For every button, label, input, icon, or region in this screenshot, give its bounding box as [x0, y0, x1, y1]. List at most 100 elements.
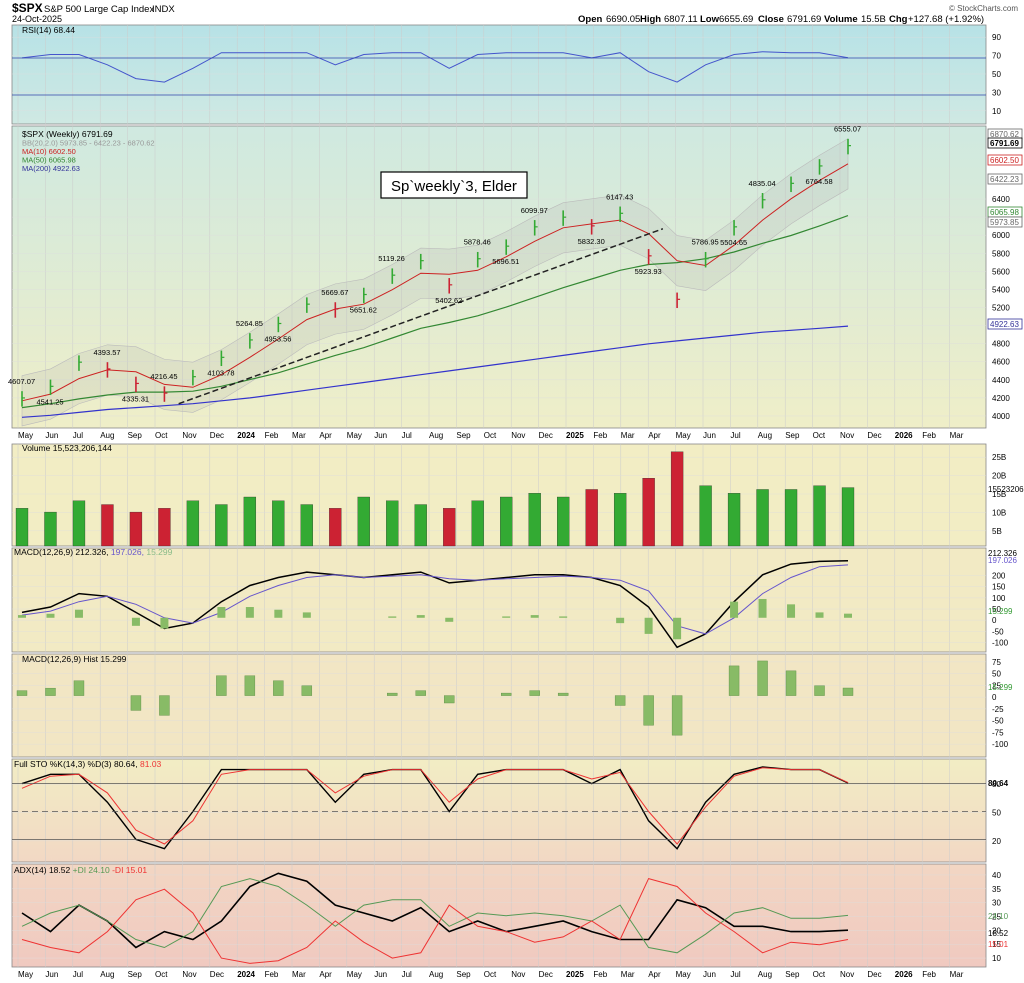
x-tick-label: Mar — [950, 970, 964, 979]
legend-entry: MA(200) 4922.63 — [22, 164, 80, 173]
x-tick-label: Dec — [539, 970, 553, 979]
adx-tick: 25 — [992, 913, 1001, 922]
macd-hist-bar — [388, 616, 397, 618]
hist-tick: -100 — [992, 740, 1009, 749]
macd-signal-line — [21, 564, 849, 635]
hist-bar — [814, 685, 825, 696]
price-tag: 6602.50 — [990, 156, 1019, 165]
macd-line — [21, 559, 849, 649]
x-tick-label: Aug — [100, 431, 114, 440]
x-tick-label: Jun — [45, 970, 58, 979]
index-name: S&P 500 Large Cap Index — [44, 4, 154, 15]
price-callout: 4953.56 — [264, 335, 291, 344]
x-tick-label: May — [18, 431, 33, 440]
hist-tick: 25 — [992, 681, 1001, 690]
price-tick: 4800 — [992, 340, 1010, 349]
hist-bar — [757, 660, 768, 696]
volume-bar — [272, 500, 285, 547]
price-callout: 6147.43 — [606, 192, 633, 201]
mdi-line — [21, 878, 849, 964]
volume-bar — [72, 500, 86, 547]
x-tick-label: Nov — [840, 431, 854, 440]
trendline — [178, 228, 664, 405]
rsi-tick: 90 — [992, 33, 1001, 42]
x-tick-label: Apr — [319, 970, 332, 979]
adx-label: ADX(14) 18.52 +DI 24.10 -DI 15.01 — [14, 865, 147, 875]
panel-sto — [11, 758, 987, 863]
hist-bar — [643, 695, 654, 726]
price-callout: 6764.58 — [806, 177, 833, 186]
chg-value: +127.68 (+1.92%) — [908, 14, 984, 25]
volume-bar — [699, 485, 712, 547]
volume-tick: 20B — [992, 472, 1006, 481]
macd-hist-bar — [616, 617, 625, 624]
macd-hist-bar — [217, 607, 226, 618]
adx-label-pdi: +DI 24.10 — [73, 865, 110, 875]
macd-tag: 15.299 — [988, 607, 1013, 616]
macd-tick: 50 — [992, 605, 1001, 614]
price-callout: 5696.51 — [492, 257, 519, 266]
volume-bar — [500, 496, 513, 547]
x-tick-label: Mar — [621, 970, 635, 979]
x-tick-label: Sep — [785, 970, 800, 979]
hist-bar — [273, 680, 284, 696]
volume-tick: 5B — [992, 527, 1002, 536]
x-tick-label: Feb — [593, 970, 607, 979]
x-tick-label: Apr — [319, 431, 332, 440]
volume-bar — [756, 489, 769, 547]
x-tick-label: 2025 — [566, 970, 584, 979]
hist-bar — [501, 692, 512, 696]
legend-entry: MA(10) 6602.50 — [22, 147, 76, 156]
volume-bar — [528, 493, 541, 547]
price-tag-box — [987, 216, 1023, 228]
x-tick-label: Apr — [648, 970, 661, 979]
sto-tick: 80 — [992, 780, 1001, 789]
legend-entry: MA(50) 6065.98 — [22, 156, 76, 165]
x-tick-label: Mar — [950, 431, 964, 440]
hist-bar — [301, 685, 313, 696]
price-tick: 5800 — [992, 249, 1010, 258]
price-tick: 6400 — [992, 195, 1010, 204]
hist-tick: -50 — [992, 717, 1004, 726]
macd-hist-bar — [559, 616, 568, 618]
x-tick-label: Jul — [402, 970, 412, 979]
price-callout: 4103.78 — [207, 368, 234, 377]
x-tick-label: Jul — [730, 431, 740, 440]
x-tick-label: Jul — [73, 431, 83, 440]
hist-bar — [671, 695, 683, 736]
price-tag-box — [987, 173, 1023, 185]
sto-label-d: 81.03 — [140, 759, 162, 769]
annotation-box: Sp`weekly`3, Elder — [380, 171, 528, 199]
x-tick-label: May — [18, 970, 33, 979]
macd-hist-bar — [46, 613, 55, 618]
volume-bar — [186, 500, 200, 547]
volume-bar — [813, 485, 826, 547]
panel-rsi — [11, 24, 987, 125]
macd-hist-bar — [730, 601, 739, 618]
price-callout: 5119.26 — [378, 254, 405, 263]
price-callout: 4216.45 — [150, 372, 177, 381]
volume-bar — [841, 487, 855, 547]
panel-hist — [11, 653, 987, 758]
x-tick-label: Nov — [182, 970, 196, 979]
price-tick: 5600 — [992, 267, 1010, 276]
price-tag: 6422.23 — [990, 175, 1019, 184]
volume-bar — [613, 493, 627, 547]
macd-hist-bar — [758, 598, 767, 618]
adx-tick: 20 — [992, 926, 1001, 935]
hist-tick: 0 — [992, 693, 997, 702]
hist-bar — [73, 680, 85, 696]
price-callout: 5878.46 — [464, 238, 491, 247]
macd-tick: -50 — [992, 627, 1004, 636]
macd-hist-bar — [245, 607, 254, 618]
price-callout: 5264.85 — [236, 319, 263, 328]
watermark: © StockCharts.com — [949, 4, 1018, 13]
x-tick-label: Aug — [758, 970, 772, 979]
hist-bar — [244, 675, 256, 696]
hist-bar — [45, 687, 56, 696]
macd-hist-bar — [673, 617, 682, 640]
sto-label-main: Full STO %K(14,3) %D(3) 80.64, — [14, 759, 138, 769]
x-tick-label: 2026 — [895, 431, 913, 440]
